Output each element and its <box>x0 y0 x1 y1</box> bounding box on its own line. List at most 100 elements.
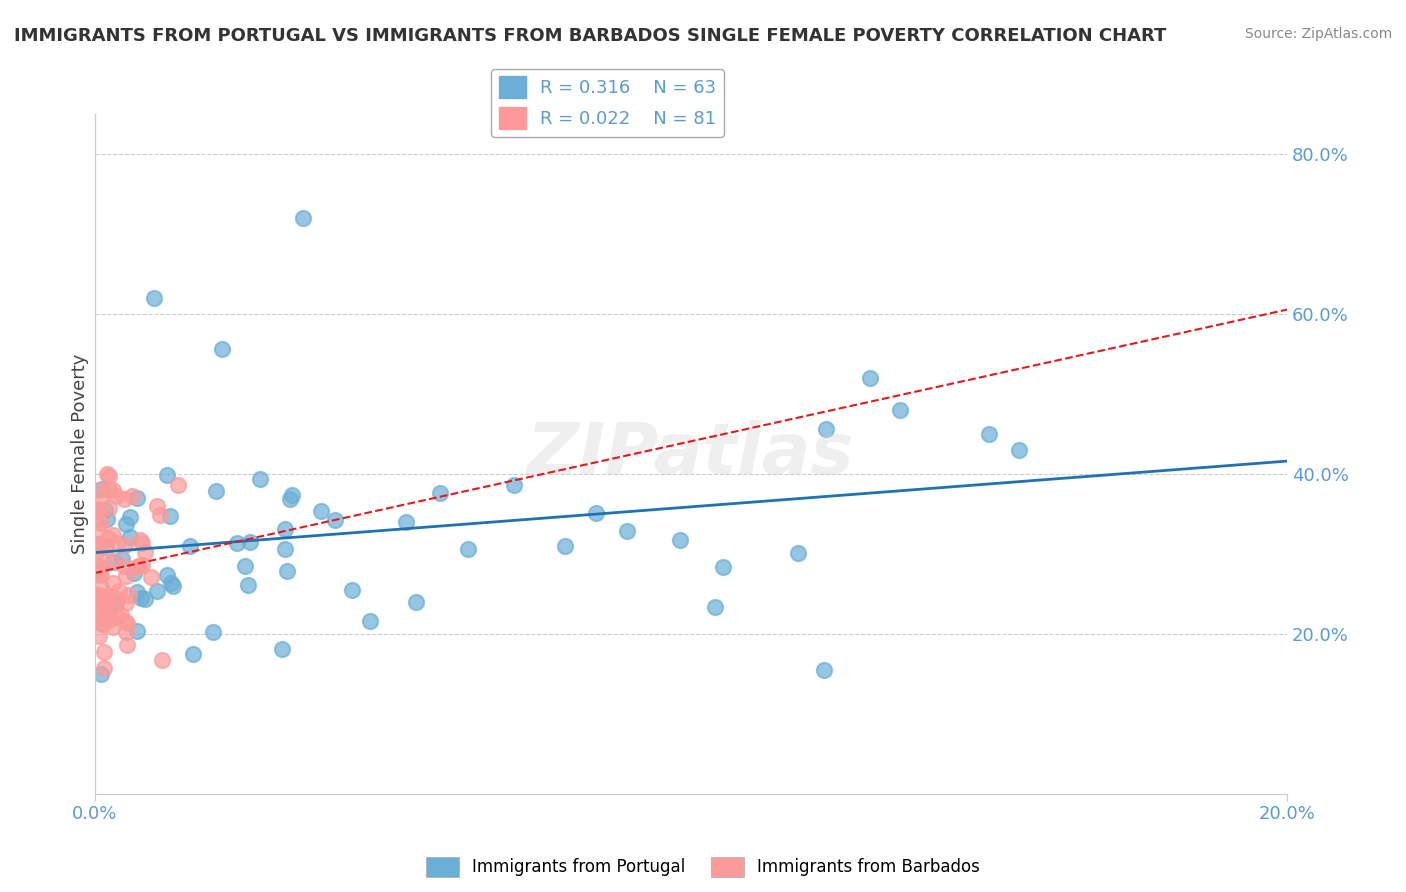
Point <box>226 535 249 549</box>
Point <box>159 509 181 524</box>
Y-axis label: Single Female Poverty: Single Female Poverty <box>72 354 89 554</box>
Point <box>201 624 224 639</box>
Point <box>131 536 153 550</box>
Point <box>86 606 108 620</box>
Point <box>90 568 112 582</box>
Point <box>211 342 233 356</box>
Point <box>276 564 298 578</box>
Point <box>114 538 136 552</box>
Point <box>120 530 142 544</box>
Point <box>149 508 172 522</box>
Point <box>141 570 163 584</box>
Point <box>179 539 201 553</box>
Legend: R = 0.316    N = 63, R = 0.022    N = 81: R = 0.316 N = 63, R = 0.022 N = 81 <box>492 69 724 136</box>
Point <box>122 566 145 580</box>
Point <box>98 612 121 626</box>
Point <box>115 516 138 531</box>
Point <box>271 641 294 656</box>
Point <box>554 539 576 553</box>
Point <box>585 506 607 520</box>
Point <box>87 501 110 516</box>
Point <box>889 403 911 417</box>
Point <box>1008 443 1031 458</box>
Point <box>129 591 152 606</box>
Text: ZIPatlas: ZIPatlas <box>527 419 855 489</box>
Point <box>125 560 148 574</box>
Point <box>311 503 333 517</box>
Point <box>120 510 142 524</box>
Point <box>101 554 124 568</box>
Point <box>89 493 111 508</box>
Legend: Immigrants from Portugal, Immigrants from Barbados: Immigrants from Portugal, Immigrants fro… <box>419 850 987 884</box>
Point <box>87 483 110 498</box>
Point <box>429 486 451 500</box>
Point <box>101 528 124 542</box>
Point <box>278 492 301 507</box>
Point <box>97 589 120 603</box>
Point <box>503 477 526 491</box>
Point <box>114 614 136 628</box>
Point <box>134 591 156 606</box>
Point <box>84 612 107 626</box>
Point <box>86 561 108 575</box>
Point <box>181 647 204 661</box>
Point <box>115 569 138 583</box>
Point <box>94 599 117 613</box>
Point <box>98 469 121 483</box>
Point <box>115 625 138 640</box>
Point <box>156 467 179 482</box>
Point <box>103 555 125 569</box>
Point <box>97 482 120 496</box>
Point <box>84 589 107 603</box>
Point <box>150 653 173 667</box>
Point <box>96 467 118 481</box>
Point <box>91 483 114 497</box>
Point <box>134 545 156 559</box>
Point <box>110 607 132 622</box>
Point <box>104 489 127 503</box>
Point <box>814 422 837 436</box>
Point <box>86 512 108 526</box>
Point <box>91 611 114 625</box>
Point <box>711 559 734 574</box>
Point <box>84 540 107 554</box>
Point <box>249 472 271 486</box>
Point <box>84 566 107 581</box>
Point <box>115 596 138 610</box>
Point <box>91 617 114 632</box>
Point <box>96 512 118 526</box>
Point <box>125 491 148 505</box>
Point <box>118 588 141 602</box>
Point <box>108 584 131 599</box>
Point <box>292 211 315 226</box>
Point <box>96 595 118 609</box>
Point <box>84 587 107 601</box>
Point <box>128 533 150 548</box>
Point <box>93 645 115 659</box>
Point <box>112 558 135 573</box>
Point <box>84 566 107 580</box>
Point <box>395 516 418 530</box>
Point <box>87 536 110 550</box>
Point <box>205 483 228 498</box>
Point <box>90 580 112 594</box>
Point <box>105 596 128 610</box>
Point <box>128 558 150 573</box>
Point <box>167 478 190 492</box>
Point <box>121 489 143 503</box>
Point <box>457 542 479 557</box>
Point <box>98 603 121 617</box>
Point <box>97 531 120 545</box>
Point <box>84 504 107 518</box>
Point <box>97 604 120 618</box>
Point <box>89 560 111 574</box>
Point <box>107 535 129 549</box>
Point <box>813 663 835 677</box>
Point <box>127 585 149 599</box>
Point <box>101 483 124 497</box>
Point <box>93 661 115 675</box>
Point <box>323 513 346 527</box>
Point <box>98 500 121 515</box>
Point <box>143 291 166 305</box>
Text: IMMIGRANTS FROM PORTUGAL VS IMMIGRANTS FROM BARBADOS SINGLE FEMALE POVERTY CORRE: IMMIGRANTS FROM PORTUGAL VS IMMIGRANTS F… <box>14 27 1167 45</box>
